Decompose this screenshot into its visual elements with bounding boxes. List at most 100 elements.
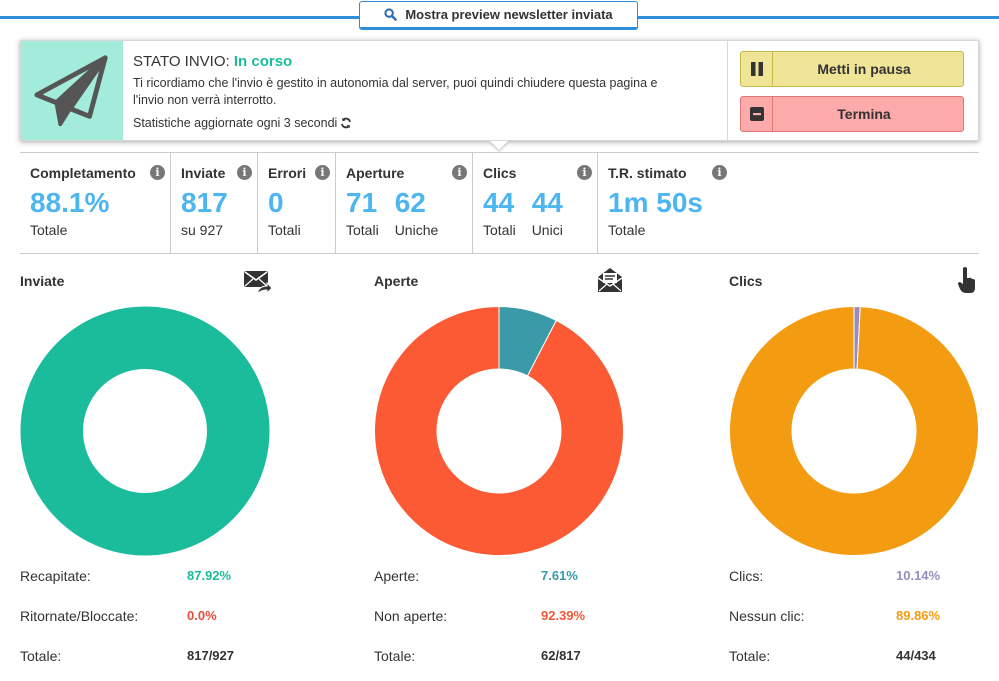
legend-value: 89.86%: [896, 608, 941, 623]
stat-sub: Unici: [531, 222, 563, 238]
chart-title: Clics: [729, 273, 763, 289]
donut-chart[interactable]: [729, 306, 979, 556]
legend-label: Nessun clic:: [729, 608, 805, 624]
legend-row: Non aperte: 92.39%: [374, 608, 634, 648]
stat-clicks: Clics i 44 Totali 44 Unici: [473, 153, 598, 253]
donut-slice-nessun-clic[interactable]: [729, 306, 979, 556]
stat-value: 62: [394, 187, 426, 218]
chart-title: Aperte: [374, 273, 419, 289]
legend-value: 10.14%: [896, 568, 941, 583]
stat-label: Clics: [483, 165, 517, 181]
legend-row: Totale: 817/927: [20, 648, 280, 681]
stat-eta: T.R. stimato i 1m 50s Totale: [598, 153, 979, 253]
stat-value: 817: [181, 187, 228, 218]
pause-button[interactable]: Metti in pausa: [740, 51, 964, 87]
info-icon[interactable]: i: [237, 165, 252, 180]
stats-row: Completamento i 88.1% Totale Inviate i 8…: [20, 152, 979, 254]
legend-row: Clics: 10.14%: [729, 568, 989, 608]
envelope-open-icon: [597, 268, 623, 292]
stat-pairs: 44 Totali 44 Unici: [483, 187, 597, 238]
envelope-forward-icon: [244, 271, 273, 296]
pause-label: Metti in pausa: [817, 61, 911, 77]
stat-sent: Inviate i 817 su 927: [171, 153, 258, 253]
show-preview-label: Mostra preview newsletter inviata: [405, 7, 613, 22]
show-preview-button[interactable]: Mostra preview newsletter inviata: [359, 1, 638, 30]
chart-title: Inviate: [20, 273, 65, 289]
status-actions: Metti in pausa Termina: [727, 41, 978, 140]
donut-slice-non-aperte[interactable]: [374, 306, 624, 556]
legend-label: Clics:: [729, 568, 764, 584]
donut-slice-recapitate[interactable]: [20, 306, 270, 556]
stat-pair-unique: 44 Unici: [532, 187, 563, 238]
info-icon[interactable]: i: [452, 165, 467, 180]
stat-value: 88.1%: [30, 187, 110, 218]
stat-label: Aperture: [346, 165, 405, 181]
status-title-value: In corso: [233, 53, 293, 70]
legend-row: Totale: 44/434: [729, 648, 989, 681]
stat-sub: Totali: [483, 222, 516, 238]
legend-value: 0.0%: [187, 608, 217, 623]
stop-label: Termina: [837, 106, 891, 122]
info-icon[interactable]: i: [315, 165, 330, 180]
legend-value: 92.39%: [541, 608, 586, 623]
stat-label: Inviate: [181, 165, 226, 181]
stat-pairs: 71 Totali 62 Uniche: [346, 187, 472, 238]
stat-completion: Completamento i 88.1% Totale: [20, 153, 171, 253]
stat-value: 44: [483, 187, 515, 218]
legend-label: Non aperte:: [374, 608, 448, 624]
stat-sub: Uniche: [394, 222, 439, 238]
stat-errors: Errori i 0 Totali: [258, 153, 336, 253]
status-title-label: STATO INVIO:: [133, 53, 230, 70]
stat-opens: Aperture i 71 Totali 62 Uniche: [336, 153, 473, 253]
legend-label: Aperte:: [374, 568, 420, 584]
legend-label: Totale:: [374, 648, 416, 664]
pause-icon: [741, 52, 773, 86]
minus-square-icon: [741, 97, 773, 131]
legend-value: 62/817: [541, 648, 581, 663]
chart-legend: Clics: 10.14% Nessun clic: 89.86% Totale…: [729, 568, 989, 681]
legend-value: 44/434: [896, 648, 936, 663]
legend-value: 87.92%: [187, 568, 232, 583]
donut-chart[interactable]: [20, 306, 270, 556]
stat-sub: Totale: [30, 222, 68, 238]
stat-sub: su 927: [181, 222, 224, 238]
status-text-area: STATO INVIO: In corso Ti ricordiamo che …: [123, 41, 727, 140]
stat-pair-unique: 62 Uniche: [395, 187, 439, 238]
status-title: STATO INVIO: In corso: [133, 53, 717, 70]
status-caret: [490, 141, 508, 150]
info-icon[interactable]: i: [150, 165, 165, 180]
chart-legend: Recapitate: 87.92% Ritornate/Bloccate: 0…: [20, 568, 280, 681]
paper-plane-icon: [34, 54, 108, 126]
stat-value: 71: [346, 187, 378, 218]
stats-update-label: Statistiche aggiornate ogni 3 secondi: [133, 116, 338, 130]
status-description-line: l'invio non verrà interrotto.: [133, 93, 277, 107]
legend-row: Nessun clic: 89.86%: [729, 608, 989, 648]
legend-value: 7.61%: [541, 568, 578, 583]
stat-pair-total: 44 Totali: [483, 187, 516, 238]
refresh-icon: [341, 117, 352, 129]
stat-value: 1m 50s: [608, 187, 703, 218]
stat-label: Errori: [268, 165, 307, 181]
donut-chart[interactable]: [374, 306, 624, 556]
stat-pair-total: 71 Totali: [346, 187, 379, 238]
stat-sub: Totali: [268, 222, 301, 238]
hand-pointer-icon: [958, 267, 975, 293]
stop-button[interactable]: Termina: [740, 96, 964, 132]
legend-row: Recapitate: 87.92%: [20, 568, 280, 608]
legend-value: 817/927: [187, 648, 234, 663]
stat-value: 0: [268, 187, 284, 218]
send-status-panel: STATO INVIO: In corso Ti ricordiamo che …: [20, 40, 979, 141]
info-icon[interactable]: i: [712, 165, 727, 180]
stat-sub: Totali: [346, 222, 379, 238]
legend-label: Totale:: [20, 648, 62, 664]
stat-sub: Totale: [608, 222, 646, 238]
legend-row: Totale: 62/817: [374, 648, 634, 681]
search-icon: [384, 8, 398, 21]
legend-label: Ritornate/Bloccate:: [20, 608, 139, 624]
legend-label: Recapitate:: [20, 568, 91, 584]
info-icon[interactable]: i: [577, 165, 592, 180]
legend-row: Aperte: 7.61%: [374, 568, 634, 608]
stats-update-note: Statistiche aggiornate ogni 3 secondi: [133, 116, 717, 130]
legend-label: Totale:: [729, 648, 771, 664]
status-description-line: Ti ricordiamo che l'invio è gestito in a…: [133, 76, 658, 90]
